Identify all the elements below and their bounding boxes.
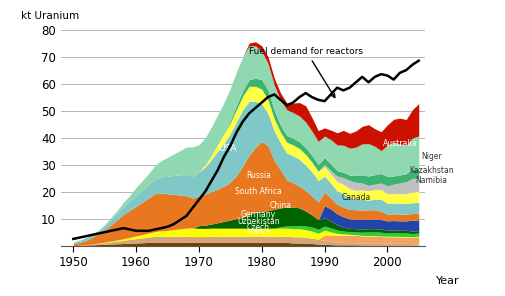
Text: Canada: Canada — [341, 193, 370, 202]
Text: France: France — [246, 229, 270, 235]
Text: Germany: Germany — [240, 210, 276, 219]
Text: Namibia: Namibia — [415, 176, 446, 185]
Text: Fuel demand for reactors: Fuel demand for reactors — [248, 47, 363, 97]
Text: Year: Year — [435, 276, 459, 286]
Text: China: China — [269, 201, 291, 210]
Text: Niger: Niger — [420, 152, 441, 161]
Text: Russia: Russia — [245, 171, 271, 180]
Text: Australia: Australia — [382, 139, 416, 147]
Text: kt Uranium: kt Uranium — [21, 11, 79, 21]
Text: South Africa: South Africa — [235, 187, 281, 196]
Text: Czech: Czech — [246, 223, 270, 232]
Text: Uzbekistan: Uzbekistan — [237, 217, 279, 226]
Text: USA: USA — [218, 144, 236, 153]
Text: Kazakhstan: Kazakhstan — [408, 165, 453, 175]
